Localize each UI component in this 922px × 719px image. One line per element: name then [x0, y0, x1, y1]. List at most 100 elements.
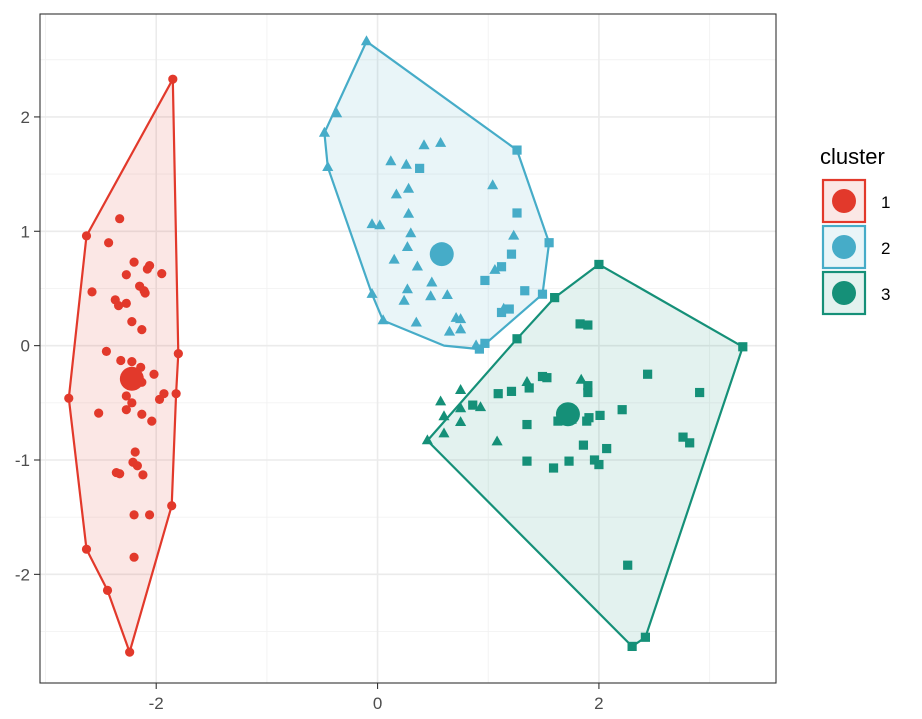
- cluster-1-circle-point: [121, 270, 131, 280]
- cluster-2-triangle-point: [331, 107, 343, 118]
- cluster-3-triangle-point: [455, 384, 467, 394]
- cluster-3-square-point: [595, 410, 605, 420]
- legend-label-2: 2: [881, 239, 890, 258]
- y-tick-label: 0: [21, 337, 30, 356]
- cluster-2-triangle-point: [398, 294, 410, 305]
- cluster-1-circle-point: [121, 391, 131, 401]
- cluster-2-square-point: [537, 289, 548, 299]
- cluster-3-square-point: [643, 369, 653, 379]
- cluster-1-circle-point: [81, 231, 92, 241]
- y-tick-label: 1: [21, 222, 30, 241]
- cluster-3-triangle-point: [435, 395, 447, 406]
- cluster-3-square-point: [468, 400, 478, 410]
- legend-key-dot-1: [832, 189, 856, 213]
- cluster-2-triangle-point: [403, 207, 415, 218]
- legend-label-3: 3: [881, 285, 890, 304]
- cluster-3-square-point: [578, 440, 589, 450]
- cluster-1-circle-point: [127, 398, 137, 408]
- cluster-3-square-point: [575, 319, 585, 329]
- cluster-2-square-point: [512, 145, 522, 155]
- cluster-1-circle-point: [137, 409, 147, 419]
- cluster-1-circle-point: [129, 510, 139, 520]
- cluster-1-circle-point: [171, 389, 181, 399]
- cluster-2-triangle-point: [366, 288, 378, 298]
- cluster-1-circle-point: [102, 585, 113, 595]
- cluster-1-circle-point: [168, 74, 178, 84]
- cluster-3-triangle-point: [421, 434, 433, 445]
- cluster-1-circle-point: [113, 301, 124, 311]
- cluster-2-triangle-point: [401, 283, 413, 294]
- cluster-3-square-point: [583, 320, 593, 330]
- cluster-2-triangle-point: [441, 289, 453, 299]
- cluster-1-circle-point: [116, 355, 126, 366]
- cluster-3-square-point: [738, 342, 748, 352]
- cluster-1-circle-point: [130, 447, 140, 457]
- cluster-1-circle-point: [154, 394, 165, 404]
- cluster-3-square-point: [548, 463, 559, 473]
- cluster-1-circle-point: [142, 264, 152, 274]
- y-tick-label: 2: [21, 108, 30, 127]
- cluster-2-square-point: [512, 208, 522, 218]
- cluster-1-circle-point: [129, 552, 139, 562]
- cluster-2-triangle-point: [455, 323, 467, 334]
- cluster-2-square-point: [506, 249, 517, 259]
- legend-key-box-2: [821, 224, 867, 270]
- cluster-2-square-point: [480, 338, 490, 348]
- cluster-1-circle-point: [132, 461, 142, 471]
- cluster-hull-3: [426, 263, 744, 648]
- cluster-1-circle-point: [64, 393, 74, 403]
- cluster-2-triangle-point: [385, 155, 397, 166]
- cluster-centroid-3: [555, 402, 580, 427]
- cluster-2-square-point: [520, 286, 530, 296]
- cluster-1-circle-point: [125, 647, 135, 657]
- plot-panel-border: [39, 13, 777, 684]
- cluster-1-circle-point: [167, 501, 177, 511]
- cluster-2-square-point: [480, 275, 490, 286]
- cluster-3-square-point: [512, 334, 522, 344]
- cluster-3-triangle-point: [438, 427, 450, 438]
- cluster-3-square-point: [640, 632, 651, 642]
- cluster-1-circle-point: [87, 287, 97, 297]
- cluster-3-square-point: [594, 259, 604, 270]
- cluster-3-square-point: [524, 383, 534, 393]
- cluster-3-square-point: [627, 641, 637, 652]
- cluster-1-circle-point: [104, 238, 114, 248]
- cluster-2-square-point: [415, 163, 425, 173]
- cluster-3-square-point: [542, 373, 552, 383]
- cluster-1-circle-point: [173, 349, 183, 359]
- y-tick-label: -1: [15, 451, 30, 470]
- cluster-2-triangle-point: [435, 137, 447, 147]
- x-tick-label: -2: [149, 694, 164, 713]
- cluster-2-triangle-point: [508, 229, 520, 240]
- cluster-centroid-2: [429, 242, 454, 267]
- cluster-2-triangle-point: [401, 241, 413, 251]
- cluster-2-triangle-point: [405, 227, 417, 238]
- cluster-1-circle-point: [144, 510, 155, 520]
- cluster-1-circle-point: [115, 214, 125, 224]
- cluster-3-triangle-point: [438, 410, 450, 421]
- cluster-1-circle-point: [138, 470, 148, 480]
- cluster-3-square-point: [522, 419, 532, 430]
- cluster-3-triangle-point: [521, 376, 533, 386]
- cluster-2-square-point: [544, 238, 554, 248]
- cluster-2-triangle-point: [489, 264, 501, 274]
- legend-label-1: 1: [881, 193, 890, 212]
- x-tick-label: 2: [594, 694, 603, 713]
- cluster-2-square-point: [496, 262, 507, 272]
- axes: -2 0 2 -2 -1 0 1 2: [15, 108, 604, 713]
- cluster-2-triangle-point: [366, 218, 378, 229]
- cluster-2-triangle-point: [360, 35, 373, 46]
- cluster-2-triangle-point: [443, 325, 456, 336]
- legend: cluster 1 2 3: [820, 144, 890, 316]
- cluster-2-triangle-point: [403, 182, 415, 193]
- cluster-3-square-point: [550, 293, 560, 303]
- cluster-3-triangle-point: [455, 416, 467, 426]
- legend-title: cluster: [820, 144, 885, 169]
- cluster-1-circle-point: [147, 416, 157, 426]
- cluster-3-square-point: [493, 389, 503, 399]
- data-points: [64, 35, 748, 657]
- cluster-2-triangle-point: [425, 290, 437, 301]
- cluster-1-circle-point: [94, 408, 104, 418]
